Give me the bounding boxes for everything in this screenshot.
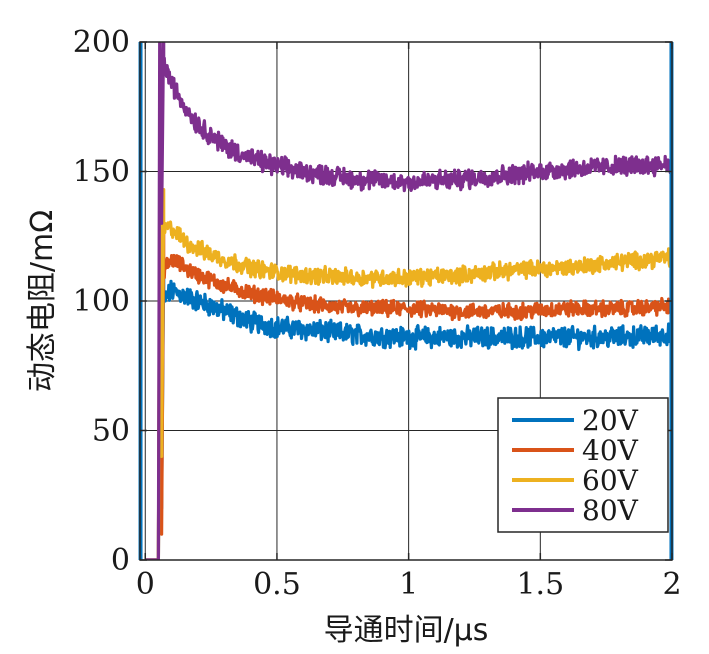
legend-label: 20V — [582, 404, 639, 437]
x-tick-label: 1 — [399, 567, 418, 602]
axis-ticks: 0 0.5 1 1.5 2 0 50 100 150 200 — [73, 25, 682, 602]
x-tick-label: 2 — [662, 567, 681, 602]
y-tick-label: 0 — [111, 543, 130, 578]
legend-label: 40V — [582, 434, 639, 467]
series-line-20V — [145, 234, 672, 560]
x-axis-label: 导通时间/μs — [324, 613, 489, 648]
y-tick-label: 50 — [92, 414, 130, 449]
x-tick-label: 1.5 — [516, 567, 564, 602]
x-tick-label: 0 — [136, 567, 155, 602]
series-line-80V — [145, 42, 672, 560]
y-axis-label: 动态电阻/mΩ — [25, 210, 60, 392]
legend-label: 80V — [582, 494, 639, 527]
y-tick-label: 200 — [73, 25, 130, 60]
x-tick-label: 0.5 — [253, 567, 301, 602]
series-line-60V — [145, 162, 672, 560]
y-tick-label: 150 — [73, 155, 130, 190]
series-line-40V — [145, 203, 672, 560]
y-tick-label: 100 — [73, 284, 130, 319]
legend-label: 60V — [582, 464, 639, 497]
